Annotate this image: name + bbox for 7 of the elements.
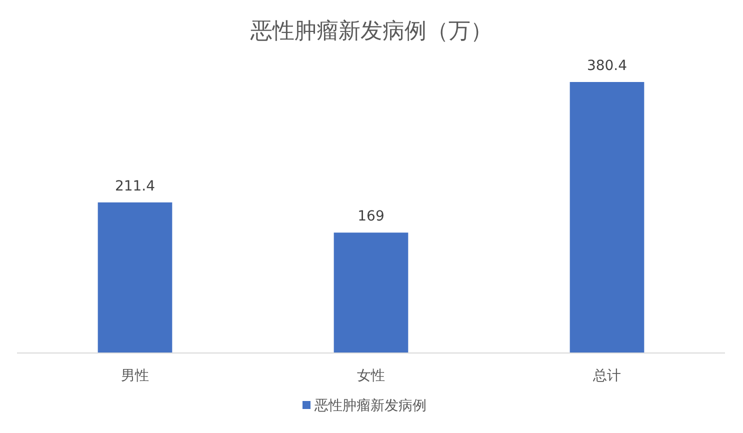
data-label: 211.4 [114,178,156,194]
data-label: 380.4 [586,58,628,74]
x-tick-label: 总计 [592,368,621,384]
chart-title: 恶性肿瘤新发病例（万） [250,19,492,44]
x-tick-label: 男性 [121,368,149,384]
x-tick-label: 女性 [357,368,385,384]
data-label: 169 [358,208,384,225]
